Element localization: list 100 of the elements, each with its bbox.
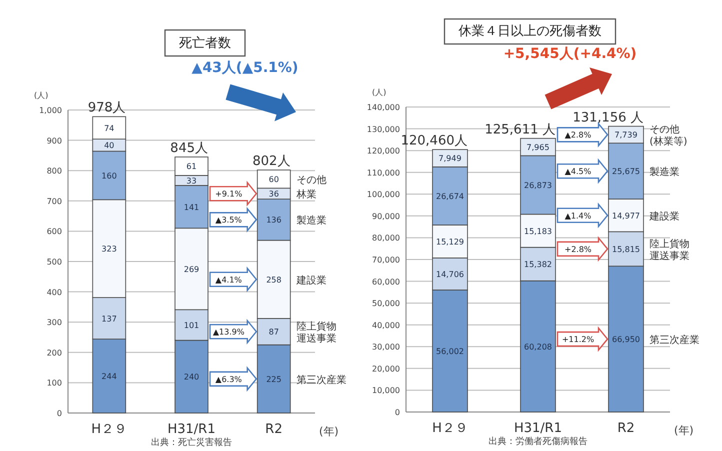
total-label: 125,611 人 xyxy=(484,122,556,138)
data-label: 7,739 xyxy=(614,130,638,140)
series-label: 陸上貨物運送事業 xyxy=(650,238,690,262)
annotation: +2.8% xyxy=(564,244,592,254)
data-label: 15,183 xyxy=(524,226,552,236)
annotation: ▲4.1% xyxy=(215,275,242,284)
y-tick-label: 130,000 xyxy=(366,124,400,134)
data-label: 60 xyxy=(268,175,279,184)
y-tick-label: 900 xyxy=(46,136,62,146)
text: +5,545人(+4.4%) xyxy=(503,46,637,62)
series-label: 建設業 xyxy=(295,274,326,286)
y-tick-label: 120,000 xyxy=(366,146,400,156)
series-label: 林業 xyxy=(295,188,316,201)
chart-title: 休業４日以上の死傷者数 xyxy=(458,24,602,39)
y-tick-label: 100 xyxy=(46,378,62,388)
data-label: 160 xyxy=(102,171,117,180)
y-axis-title: (人) xyxy=(372,88,386,97)
y-tick-label: 300 xyxy=(46,318,62,328)
data-label: 36 xyxy=(268,190,279,199)
data-label: 56,002 xyxy=(436,347,464,356)
source-note: 出典：死亡災害報告 xyxy=(151,437,232,448)
data-label: 7,949 xyxy=(438,154,462,164)
y-tick-label: 80,000 xyxy=(372,234,400,243)
data-label: 7,965 xyxy=(526,143,550,152)
data-label: 136 xyxy=(266,216,282,225)
annotation: ▲6.3% xyxy=(215,374,242,384)
y-axis-title: (人) xyxy=(34,91,48,100)
data-label: 40 xyxy=(104,141,114,150)
source-note: 出典：労働者死傷病報告 xyxy=(488,436,588,447)
series-label: 製造業 xyxy=(650,166,680,178)
data-label: 14,706 xyxy=(436,270,464,279)
y-tick-label: 800 xyxy=(46,166,62,176)
x-tick-label: H31/R1 xyxy=(167,422,216,437)
data-label: 61 xyxy=(186,162,197,172)
data-label: 87 xyxy=(268,328,279,337)
y-tick-label: 0 xyxy=(56,409,62,418)
annotation: +9.1% xyxy=(215,190,243,199)
data-label: 141 xyxy=(184,202,200,212)
y-tick-label: 140,000 xyxy=(366,103,400,112)
y-tick-label: 500 xyxy=(46,258,62,266)
x-tick-label: H２９ xyxy=(432,421,468,436)
y-tick-label: 70,000 xyxy=(372,256,400,264)
x-axis-title: (年) xyxy=(319,425,339,438)
data-label: 15,815 xyxy=(612,244,640,254)
y-tick-label: 200 xyxy=(46,348,62,358)
data-label: 60,208 xyxy=(524,342,552,352)
x-tick-label: H31/R1 xyxy=(514,421,562,436)
data-label: 33 xyxy=(186,176,197,186)
series-label: その他 xyxy=(296,174,326,186)
annotation: ▲2.8% xyxy=(564,130,592,140)
y-tick-label: 600 xyxy=(46,227,62,236)
y-tick-label: 400 xyxy=(46,288,62,297)
total-label: 845人 xyxy=(170,140,208,156)
annotation: ▲4.5% xyxy=(564,167,592,176)
series-label: 第三次産業 xyxy=(296,374,346,386)
data-label: 15,382 xyxy=(524,260,552,270)
series-label: 第三次産業 xyxy=(650,334,700,346)
data-label: 26,873 xyxy=(524,180,552,190)
data-label: 14,977 xyxy=(612,211,640,220)
data-label: 15,129 xyxy=(436,237,464,246)
annotation: ▲3.5% xyxy=(215,216,242,225)
data-label: 74 xyxy=(104,124,114,133)
series-label: 建設業 xyxy=(648,210,680,222)
y-tick-label: 30,000 xyxy=(372,342,400,352)
total-label: 802人 xyxy=(252,154,290,169)
series-label: その他(林業等) xyxy=(650,124,688,148)
total-label: 978人 xyxy=(88,100,126,116)
total-label: 131,156 人 xyxy=(572,110,644,126)
data-label: 258 xyxy=(266,275,282,284)
data-label: 323 xyxy=(102,244,117,254)
y-tick-label: 10,000 xyxy=(372,386,400,396)
x-tick-label: H２９ xyxy=(91,422,128,437)
y-tick-label: 90,000 xyxy=(372,212,400,221)
x-tick-label: R2 xyxy=(265,422,282,437)
data-label: 240 xyxy=(184,372,200,382)
y-tick-label: 100,000 xyxy=(366,190,400,200)
data-label: 66,950 xyxy=(612,335,640,344)
annotation: +11.2% xyxy=(562,335,594,344)
y-tick-label: 700 xyxy=(46,196,62,206)
data-label: 26,674 xyxy=(436,192,464,201)
y-tick-label: 0 xyxy=(394,408,400,417)
data-label: 244 xyxy=(102,372,117,382)
annotation: ▲1.4% xyxy=(564,211,592,220)
series-label: 陸上貨物運送事業 xyxy=(296,320,336,345)
x-axis-title: (年) xyxy=(674,424,694,437)
y-tick-label: 20,000 xyxy=(372,364,400,374)
annotation: ▲13.9% xyxy=(212,328,245,337)
series-label: 製造業 xyxy=(296,214,326,227)
x-tick-label: R2 xyxy=(617,421,635,436)
y-tick-label: 110,000 xyxy=(366,168,400,178)
y-tick-label: 60,000 xyxy=(372,277,400,286)
data-label: 269 xyxy=(184,264,200,274)
text: ▲43人(▲5.1%) xyxy=(192,60,298,76)
y-tick-label: 40,000 xyxy=(372,320,400,330)
y-tick-label: 50,000 xyxy=(372,299,400,308)
y-tick-label: 1,000 xyxy=(39,106,62,115)
data-label: 101 xyxy=(184,320,200,330)
data-label: 225 xyxy=(266,374,282,384)
data-label: 25,675 xyxy=(612,167,640,176)
data-label: 137 xyxy=(102,314,117,324)
